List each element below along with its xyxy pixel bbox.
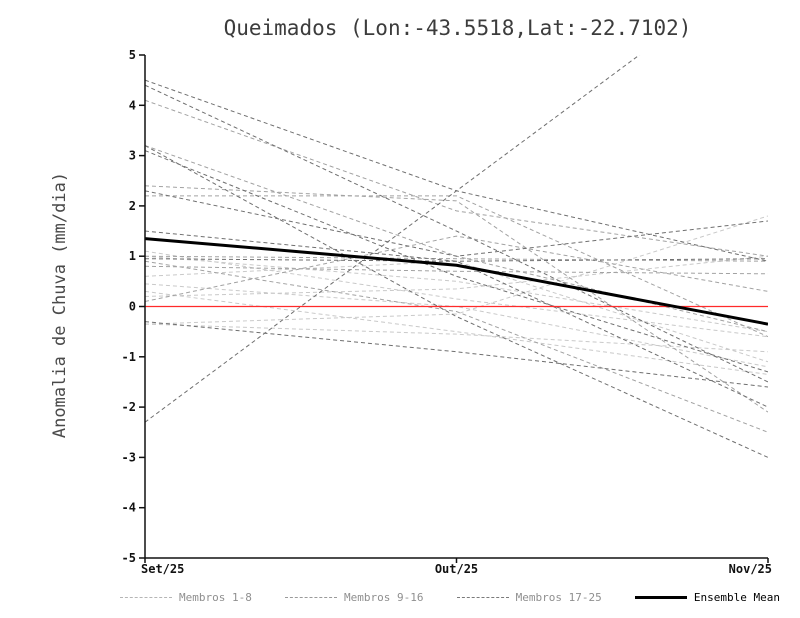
y-tick-label: 3	[129, 149, 136, 163]
member-line-g3-1	[145, 79, 768, 262]
member-line-g1-4	[145, 255, 768, 297]
y-tick-label: 1	[129, 249, 136, 263]
y-tick-label: 2	[129, 199, 136, 213]
member-line-g2-8	[145, 265, 768, 275]
member-line-g1-3	[145, 323, 768, 353]
member-line-g3-5	[145, 190, 768, 257]
legend-item-3: Membros 17-25	[456, 590, 602, 604]
y-tick-label: 5	[129, 48, 136, 62]
legend-swatch	[634, 595, 687, 599]
legend-label: Ensemble Mean	[693, 590, 780, 604]
chart-title: Queimados (Lon:-43.5518,Lat:-22.7102)	[223, 16, 692, 40]
member-line-g1-8	[145, 250, 768, 338]
member-line-g3-7	[145, 150, 768, 373]
legend-label: Membros 17-25	[515, 590, 602, 604]
member-line-g2-6	[145, 235, 768, 302]
legend-label: Membros 1-8	[179, 590, 252, 604]
member-line-g1-7	[145, 215, 768, 325]
legend-label: Membros 9-16	[344, 590, 424, 604]
legend-item-1: Membros 1-8	[120, 591, 252, 604]
member-line-g3-8	[145, 258, 768, 262]
member-line-g2-7	[145, 99, 768, 257]
member-line-g3-2	[145, 84, 768, 383]
member-line-g1-2	[145, 290, 768, 375]
y-tick-label: -2	[122, 400, 136, 414]
ensemble-mean-line	[145, 237, 768, 326]
x-tick-label: Nov/25	[729, 562, 772, 576]
series-group	[145, 55, 768, 458]
x-tick-label: Set/25	[141, 562, 184, 576]
legend-swatch	[285, 596, 338, 598]
y-tick-label: -1	[122, 350, 136, 364]
member-line-g3-6	[145, 230, 768, 408]
y-tick-label: -4	[122, 501, 136, 515]
member-line-g2-5	[145, 195, 768, 338]
member-line-g2-4	[145, 260, 768, 433]
y-tick-label: 4	[129, 98, 136, 112]
legend: Membros 1-8 Membros 9-16 Membros 17-25 Ense…	[120, 585, 780, 609]
legend-item-4: Ensemble Mean	[634, 590, 780, 604]
y-tick-label: 0	[129, 300, 136, 314]
member-line-g2-3	[145, 255, 768, 262]
x-tick-label: Out/25	[435, 562, 478, 576]
member-line-g3-4	[145, 145, 768, 458]
y-tick-label: -3	[122, 450, 136, 464]
legend-item-2: Membros 9-16	[285, 590, 424, 604]
y-axis-label: Anomalia de Chuva (mm/dia)	[50, 171, 70, 439]
member-line-g2-2	[145, 185, 768, 413]
legend-swatch	[456, 596, 509, 598]
member-line-g3-9	[145, 321, 768, 388]
member-line-g3-3	[145, 55, 641, 423]
y-tick-label: -5	[122, 551, 136, 565]
legend-swatch	[120, 596, 172, 598]
